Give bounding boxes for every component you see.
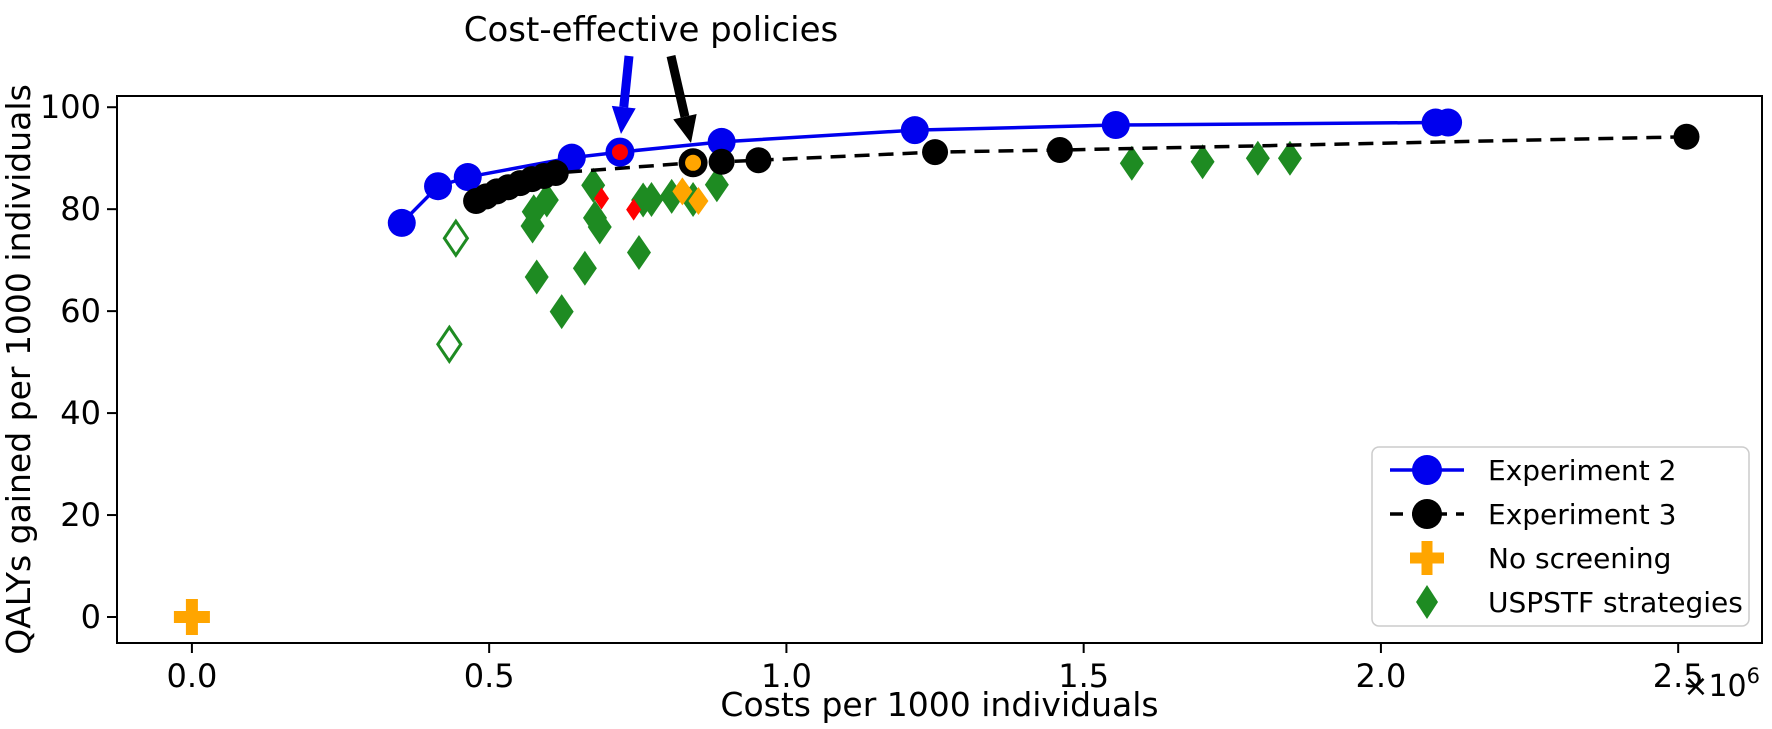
legend-entry-experiment-2: Experiment 2 xyxy=(1390,454,1677,487)
series-uspstf-strategies xyxy=(520,140,1302,330)
cost-effective-point-experiment3 xyxy=(678,148,708,178)
uspstf-diamond-point xyxy=(587,209,612,245)
markers-orange-diamonds xyxy=(672,177,709,216)
x-tick-label: 2.5 xyxy=(1653,657,1704,695)
annotation-text: Cost-effective policies xyxy=(464,10,838,50)
data-point xyxy=(1434,108,1463,137)
y-tick-label: 80 xyxy=(60,190,101,228)
y-axis: 0 20 40 60 80 100 xyxy=(40,88,117,636)
uspstf-diamond-point xyxy=(1245,140,1270,176)
uspstf-diamond-point xyxy=(639,181,664,217)
open-diamond-point xyxy=(436,324,463,364)
uspstf-diamond-point xyxy=(549,294,574,330)
legend-circle-marker xyxy=(1412,455,1442,485)
uspstf-diamond-point xyxy=(520,208,545,244)
legend-diamond-marker xyxy=(1416,585,1438,619)
uspstf-diamond-point xyxy=(524,259,549,295)
uspstf-diamond-point xyxy=(534,182,559,218)
annotation-cost-effective-policies: Cost-effective policies xyxy=(464,10,838,143)
uspstf-diamond-point xyxy=(1190,144,1215,180)
y-axis-label: QALYs gained per 1000 individuals xyxy=(0,84,38,655)
plot-area xyxy=(116,95,1763,644)
series-no-screening xyxy=(173,599,210,636)
line-solid xyxy=(400,120,1449,225)
orange-diamond-point xyxy=(688,187,709,216)
uspstf-diamond-point xyxy=(1119,145,1144,181)
data-point xyxy=(387,208,416,237)
cost-effective-point-experiment2 xyxy=(605,137,635,167)
y-tick-label: 0 xyxy=(81,598,101,636)
x-axis-offset-label: ×106 xyxy=(1683,664,1760,704)
y-tick-label: 40 xyxy=(60,394,101,432)
x-axis: 0.0 0.5 1.0 1.5 2.0 2.5 xyxy=(166,643,1704,695)
legend-label: Experiment 2 xyxy=(1488,454,1677,487)
x-axis-label: Costs per 1000 individuals xyxy=(720,685,1158,724)
legend: Experiment 2 Experiment 3 No screening USPS… xyxy=(1371,446,1750,627)
y-tick-label: 60 xyxy=(60,292,101,330)
data-point xyxy=(453,163,482,192)
data-point xyxy=(1101,111,1130,140)
arrow-to-experiment3-point-shaft xyxy=(666,54,690,118)
markers-uspstf-open-diamonds xyxy=(436,218,470,364)
arrow-to-experiment3-point-head xyxy=(673,113,697,143)
legend-entry-experiment-3: Experiment 3 xyxy=(1390,498,1677,531)
x-tick-label: 0.0 xyxy=(166,657,217,695)
data-point xyxy=(1673,123,1700,150)
legend-plus-marker xyxy=(1410,541,1444,575)
x-tick-label: 1.0 xyxy=(761,657,812,695)
data-point xyxy=(922,139,949,166)
highlight-inner-dot xyxy=(611,144,628,161)
uspstf-diamond-point xyxy=(626,235,651,271)
red-diamond-point xyxy=(626,198,642,221)
orange-diamond-point xyxy=(672,177,693,206)
data-point xyxy=(745,147,772,174)
red-diamond-point xyxy=(594,187,610,210)
legend-entry-uspstf-strategies: USPSTF strategies xyxy=(1416,585,1743,619)
markers-red-diamonds xyxy=(594,187,642,221)
y-tick-label: 20 xyxy=(60,496,101,534)
uspstf-diamond-point xyxy=(572,250,597,286)
legend-label: No screening xyxy=(1488,542,1671,575)
open-diamond-point xyxy=(442,218,470,258)
data-point xyxy=(708,148,735,175)
legend-label: USPSTF strategies xyxy=(1488,586,1743,619)
data-point xyxy=(707,127,736,156)
uspstf-diamond-point xyxy=(704,167,729,203)
legend-label: Experiment 3 xyxy=(1488,498,1677,531)
arrow-to-experiment2-point-head xyxy=(611,105,636,134)
data-point xyxy=(1046,137,1073,164)
data-point xyxy=(424,172,453,201)
legend-circle-marker xyxy=(1412,499,1442,529)
y-tick-label: 100 xyxy=(40,88,101,126)
highlight-inner-dot xyxy=(685,154,702,171)
legend-box xyxy=(1371,446,1750,627)
data-point xyxy=(542,159,569,186)
arrow-to-experiment2-point-shaft xyxy=(619,55,634,108)
no-screening-plus-marker xyxy=(173,599,210,636)
x-tick-label: 0.5 xyxy=(464,657,515,695)
x-tick-label: 2.0 xyxy=(1355,657,1406,695)
data-point xyxy=(900,116,929,145)
uspstf-diamond-point xyxy=(1277,140,1302,176)
legend-entry-no-screening: No screening xyxy=(1410,541,1671,575)
x-tick-label: 1.5 xyxy=(1058,657,1109,695)
